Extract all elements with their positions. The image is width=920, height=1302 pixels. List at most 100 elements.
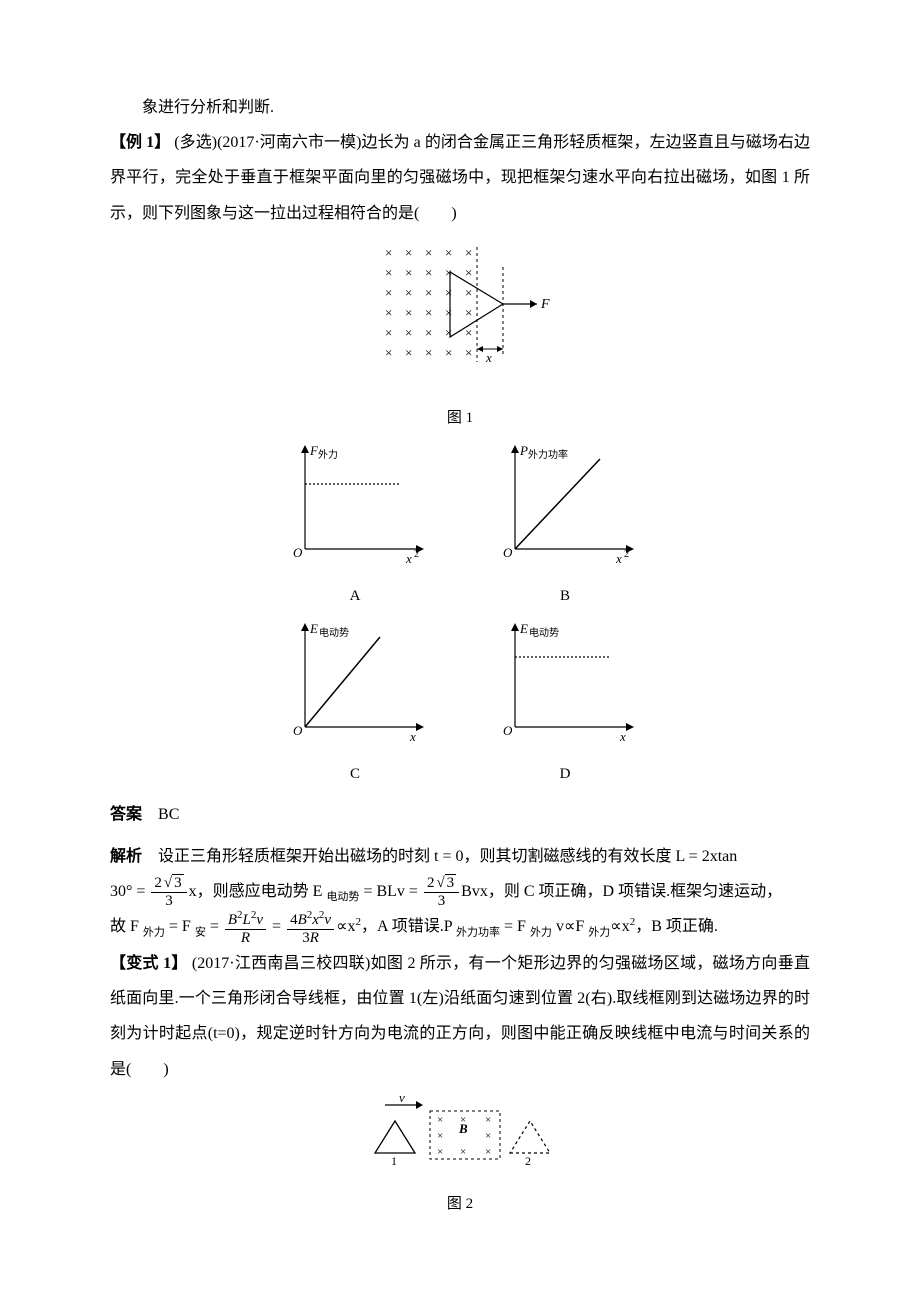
option-B: O P 外力功率 x 2 B [490, 439, 640, 613]
explain-sub1: 电动势 [326, 891, 359, 903]
svg-text:×: × [437, 1114, 443, 1126]
svg-text:×: × [405, 285, 412, 300]
svg-text:×: × [465, 265, 472, 280]
options-row-1: O F 外力 x 2 A O P 外力功率 x 2 [110, 439, 810, 613]
explain-sub-l3-1: 外力 [143, 926, 165, 938]
svg-text:F: F [540, 297, 550, 312]
svg-text:×: × [465, 345, 472, 360]
option-A: O F 外力 x 2 A [280, 439, 430, 613]
svg-text:×: × [445, 245, 452, 260]
explain-l2a: 30° = [110, 883, 149, 900]
explain-l3g: = F [500, 918, 530, 935]
explain-l3a: 故 F [110, 918, 143, 935]
svg-text:电动势: 电动势 [319, 626, 349, 639]
svg-text:×: × [425, 245, 432, 260]
svg-text:x: x [409, 729, 416, 744]
svg-text:×: × [405, 345, 412, 360]
svg-text:外力: 外力 [318, 448, 338, 461]
svg-text:O: O [503, 545, 513, 560]
svg-text:×: × [437, 1130, 443, 1142]
svg-text:×: × [405, 305, 412, 320]
variant-1-text: (2017·江西南昌三校四联)如图 2 所示，有一个矩形边界的匀强磁场区域，磁场… [110, 955, 810, 1078]
example-1: 【例 1】 (多选)(2017·河南六市一模)边长为 a 的闭合金属正三角形轻质… [110, 125, 810, 231]
svg-text:×: × [437, 1146, 443, 1158]
explain-l3d: = [268, 918, 285, 935]
explain-l3f: ，A 项错误.P [361, 918, 456, 935]
explain-line2: 30° = 233x，则感应电动势 E 电动势 = BLv = 233Bvx，则… [110, 874, 810, 909]
svg-text:E: E [309, 621, 318, 636]
svg-text:×: × [385, 305, 392, 320]
option-B-letter: B [490, 580, 640, 613]
svg-text:v: v [399, 1093, 405, 1105]
frac-3: B2L2vR [225, 909, 266, 946]
frac-4: 4B2x2v3R [287, 909, 334, 946]
svg-text:O: O [503, 723, 513, 738]
svg-text:×: × [465, 285, 472, 300]
svg-text:P: P [519, 443, 528, 458]
option-D: O E 电动势 x D [490, 617, 640, 791]
svg-text:×: × [465, 245, 472, 260]
explain-sub-l3-3: 外力功率 [456, 926, 500, 938]
explain-l3i: ∝x [610, 918, 629, 935]
frac-1: 233 [151, 875, 186, 909]
explain-l3h: v∝F [552, 918, 588, 935]
svg-text:×: × [485, 1130, 491, 1142]
answer-label: 答案 [110, 806, 142, 823]
svg-text:×: × [445, 305, 452, 320]
svg-text:外力功率: 外力功率 [528, 448, 568, 461]
explain-sub-l3-5: 外力 [588, 926, 610, 938]
svg-text:×: × [425, 345, 432, 360]
svg-text:x: x [615, 551, 622, 566]
svg-text:O: O [293, 545, 303, 560]
explain-l2d: Bvx，则 C 项正确，D 项错误.框架匀速运动， [461, 883, 782, 900]
svg-text:1: 1 [391, 1154, 397, 1168]
example-1-text: (多选)(2017·河南六市一模)边长为 a 的闭合金属正三角形轻质框架，左边竖… [110, 134, 810, 221]
option-C: O E 电动势 x C [280, 617, 430, 791]
figure-2-caption: 图 2 [110, 1188, 810, 1221]
figure-1: ××××× ××××× ××××× ××××× ××××× ××××× F x [110, 237, 810, 400]
svg-text:x: x [619, 729, 626, 744]
svg-text:×: × [385, 285, 392, 300]
option-C-letter: C [280, 758, 430, 791]
options-row-2: O E 电动势 x C O E 电动势 x D [110, 617, 810, 791]
svg-text:O: O [293, 723, 303, 738]
svg-text:×: × [425, 285, 432, 300]
answer-value: BC [158, 806, 179, 823]
svg-text:×: × [425, 325, 432, 340]
svg-text:×: × [425, 265, 432, 280]
svg-text:×: × [485, 1114, 491, 1126]
svg-text:×: × [460, 1146, 466, 1158]
variant-1-label: 【变式 1】 [110, 955, 188, 972]
explain-line3: 故 F 外力 = F 安 = B2L2vR = 4B2x2v3R∝x2，A 项错… [110, 909, 810, 946]
svg-text:×: × [385, 325, 392, 340]
svg-text:×: × [425, 305, 432, 320]
explain-l3j: ，B 项正确. [635, 918, 718, 935]
svg-text:×: × [385, 265, 392, 280]
explain-sub-l3-2: 安 [195, 926, 206, 938]
explain-l3e: ∝x [336, 918, 355, 935]
svg-text:B: B [458, 1121, 468, 1136]
svg-text:×: × [445, 285, 452, 300]
svg-text:E: E [519, 621, 528, 636]
svg-text:×: × [405, 265, 412, 280]
svg-text:×: × [445, 345, 452, 360]
svg-text:2: 2 [525, 1154, 531, 1168]
variant-1: 【变式 1】 (2017·江西南昌三校四联)如图 2 所示，有一个矩形边界的匀强… [110, 946, 810, 1087]
figure-1-caption: 图 1 [110, 402, 810, 435]
answer-line: 答案 BC [110, 797, 810, 832]
option-A-letter: A [280, 580, 430, 613]
svg-text:×: × [405, 245, 412, 260]
svg-text:×: × [405, 325, 412, 340]
explain-l2c: = BLv = [359, 883, 422, 900]
figure-2: v 1 ××× ×× ××× B 2 [110, 1093, 810, 1186]
svg-text:电动势: 电动势 [529, 626, 559, 639]
svg-text:×: × [445, 325, 452, 340]
explain-line1: 设正三角形轻质框架开始出磁场的时刻 t = 0，则其切割磁感线的有效长度 L =… [158, 848, 737, 865]
svg-text:x: x [405, 551, 412, 566]
svg-text:×: × [465, 305, 472, 320]
frac-2: 233 [424, 875, 459, 909]
svg-text:×: × [385, 345, 392, 360]
explain-label: 解析 [110, 848, 142, 865]
explain-sub-l3-4: 外力 [530, 926, 552, 938]
explain-block: 解析 设正三角形轻质框架开始出磁场的时刻 t = 0，则其切割磁感线的有效长度 … [110, 839, 810, 874]
